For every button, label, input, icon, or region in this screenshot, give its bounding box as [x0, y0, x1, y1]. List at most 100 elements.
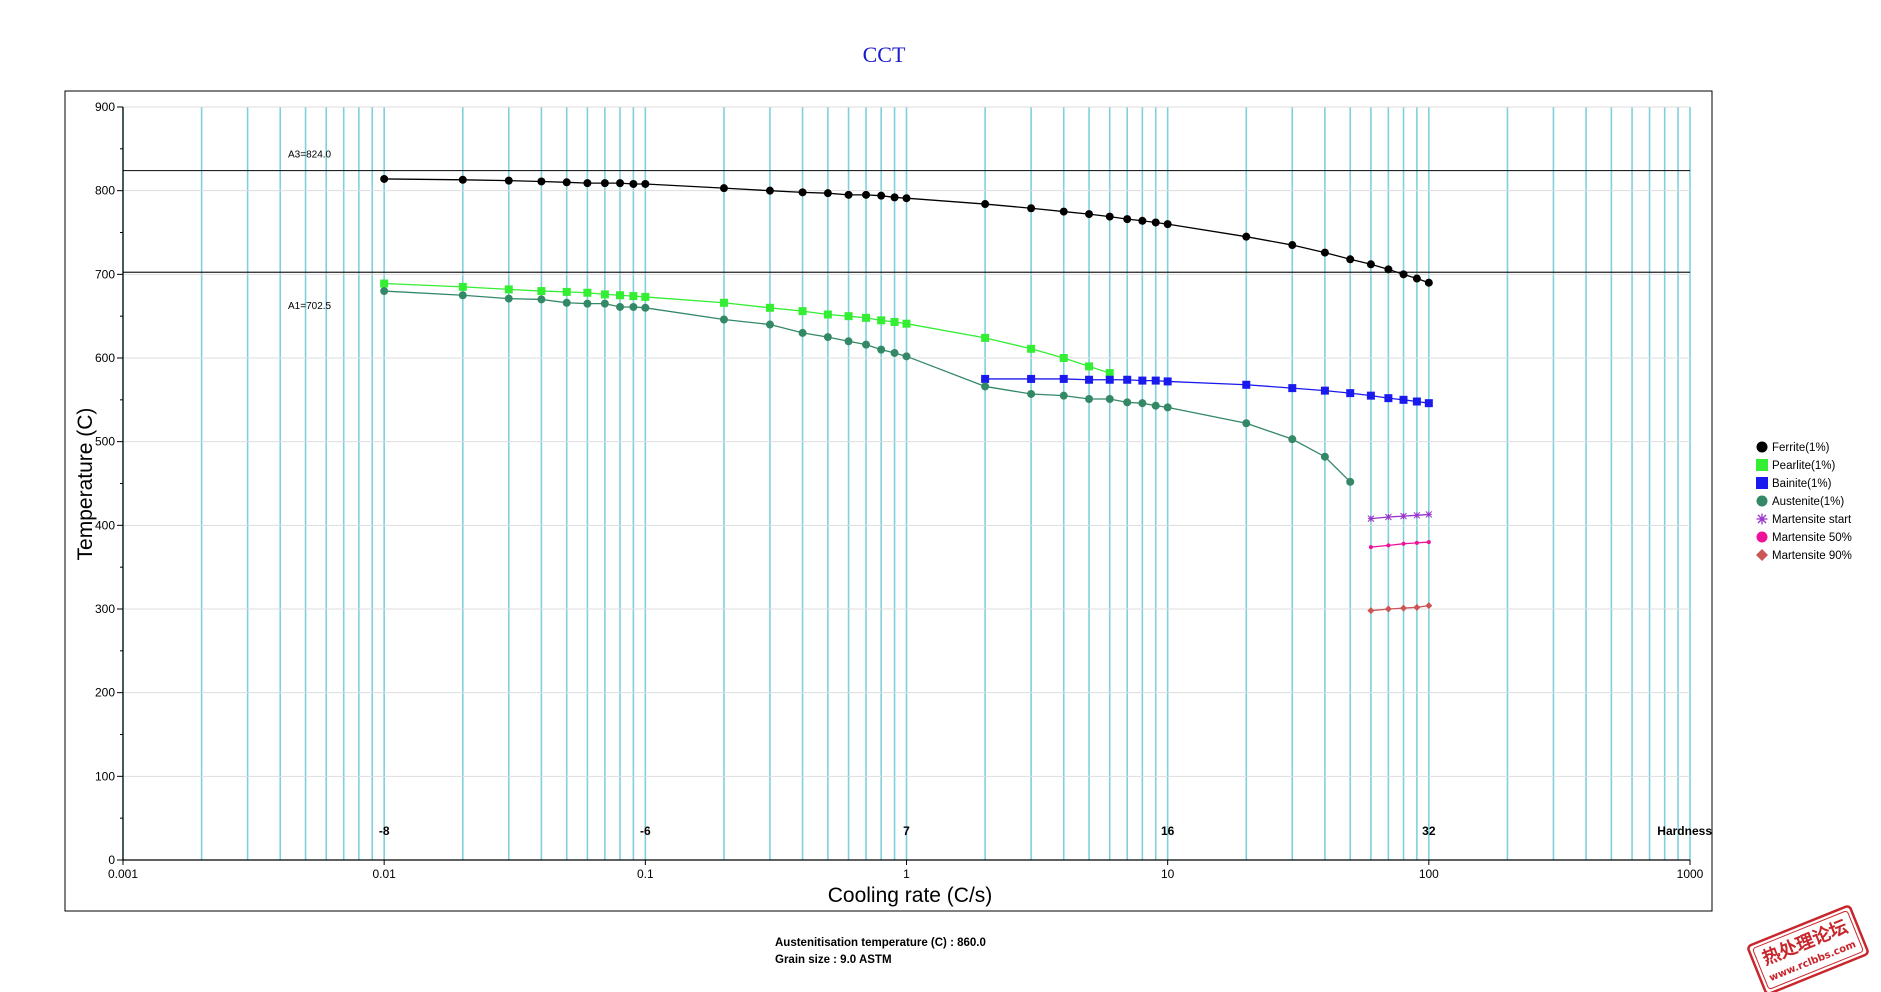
- series-martensite-50: [1368, 540, 1431, 550]
- legend-marker: [1756, 477, 1768, 489]
- y-tick-label: 500: [95, 435, 115, 449]
- x-tick-label: 1000: [1677, 867, 1704, 881]
- data-point: [583, 299, 592, 308]
- data-point: [1366, 260, 1375, 269]
- y-tick-label: 0: [108, 853, 115, 867]
- data-point: [765, 186, 774, 195]
- data-point: [1366, 391, 1375, 400]
- data-point: [1346, 389, 1355, 398]
- series-ferrite-1: [380, 174, 1433, 287]
- data-point: [504, 294, 513, 303]
- legend: Ferrite(1%) Pearlite(1%) Bainite(1%) Austen…: [1756, 441, 1852, 562]
- data-point: [1138, 376, 1147, 385]
- legend-marker: [1756, 549, 1768, 561]
- hardness-value: 32: [1422, 824, 1436, 838]
- y-tick-label: 900: [95, 100, 115, 114]
- footer-austenitisation: Austenitisation temperature (C) : 860.0: [775, 937, 986, 949]
- series-line: [384, 282, 1110, 374]
- data-point: [844, 190, 853, 199]
- hardness-value: -8: [379, 824, 390, 838]
- series-martensite-90: [1367, 602, 1433, 615]
- data-point: [844, 337, 853, 346]
- series-line: [1370, 541, 1429, 548]
- series-bainite-1: [981, 374, 1433, 408]
- x-axis-title: Cooling rate (C/s): [828, 884, 993, 907]
- data-series: [380, 174, 1433, 615]
- data-point: [1384, 605, 1392, 613]
- data-point: [537, 177, 546, 186]
- data-point: [600, 299, 609, 308]
- data-point: [981, 333, 990, 342]
- data-point: [1242, 419, 1251, 428]
- data-point: [1138, 216, 1147, 225]
- data-point: [504, 176, 513, 185]
- x-tick-label: 0.01: [372, 867, 396, 881]
- data-point: [537, 287, 546, 296]
- y-tick-label: 100: [95, 769, 115, 783]
- data-point: [1151, 376, 1160, 385]
- data-point: [823, 310, 832, 319]
- legend-item: Pearlite(1%): [1756, 459, 1835, 472]
- data-point: [380, 287, 389, 296]
- x-tick-label: 10: [1161, 867, 1175, 881]
- data-point: [629, 179, 638, 188]
- x-tick-label: 0.1: [637, 867, 654, 881]
- data-point: [1399, 395, 1408, 404]
- data-point: [719, 298, 728, 307]
- data-point: [380, 279, 389, 288]
- legend-label: Martensite start: [1772, 514, 1852, 526]
- data-point: [844, 312, 853, 321]
- data-point: [877, 191, 886, 200]
- data-point: [1367, 515, 1375, 522]
- series-pearlite-1: [380, 279, 1114, 378]
- data-point: [1085, 210, 1094, 219]
- data-point: [1288, 384, 1297, 393]
- data-point: [629, 302, 638, 311]
- data-point: [562, 287, 571, 296]
- data-point: [719, 184, 728, 193]
- legend-item: Martensite start: [1756, 513, 1852, 526]
- hardness-value: -6: [640, 824, 651, 838]
- data-point: [1085, 362, 1094, 371]
- legend-item: Martensite 50%: [1756, 531, 1852, 544]
- data-point: [981, 382, 990, 391]
- data-point: [1105, 369, 1114, 378]
- data-point: [902, 319, 911, 328]
- data-point: [1414, 540, 1419, 545]
- data-point: [458, 291, 467, 300]
- legend-item: Bainite(1%): [1756, 477, 1832, 490]
- data-point: [1425, 511, 1433, 518]
- data-point: [1424, 399, 1433, 408]
- data-point: [641, 179, 650, 188]
- x-tick-label: 0.001: [108, 867, 138, 881]
- y-tick-label: 200: [95, 686, 115, 700]
- y-tick-label: 600: [95, 351, 115, 365]
- data-point: [537, 295, 546, 304]
- legend-label: Ferrite(1%): [1772, 442, 1830, 454]
- data-point: [1320, 248, 1329, 257]
- series-austenite-1: [380, 287, 1355, 486]
- legend-marker: [1756, 459, 1768, 471]
- data-point: [641, 292, 650, 301]
- data-point: [902, 194, 911, 203]
- data-point: [616, 291, 625, 300]
- data-point: [1385, 513, 1392, 521]
- data-point: [1368, 545, 1373, 550]
- data-point: [1425, 602, 1433, 610]
- data-point: [765, 320, 774, 329]
- reference-label: A3=824.0: [288, 150, 332, 161]
- hardness-label: Hardness: [1657, 824, 1712, 838]
- data-point: [1242, 232, 1251, 241]
- legend-marker: [1756, 495, 1768, 507]
- data-point: [719, 315, 728, 324]
- data-point: [1242, 380, 1251, 389]
- data-point: [1320, 386, 1329, 395]
- data-point: [1059, 374, 1068, 383]
- data-point: [616, 179, 625, 188]
- data-point: [1413, 603, 1421, 611]
- data-point: [862, 340, 871, 349]
- legend-label: Martensite 90%: [1772, 550, 1852, 562]
- legend-item: Austenite(1%): [1756, 495, 1844, 508]
- data-point: [1085, 375, 1094, 384]
- data-point: [981, 374, 990, 383]
